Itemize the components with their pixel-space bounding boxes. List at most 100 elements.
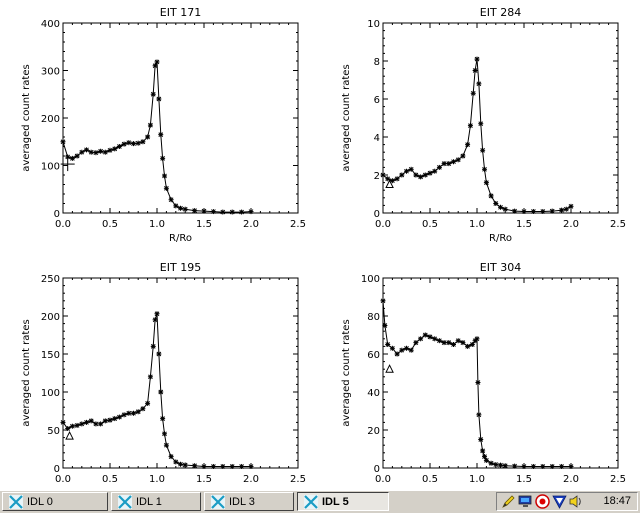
- data-point: [549, 208, 555, 214]
- y-tick-label: 20: [367, 426, 380, 437]
- data-point: [502, 206, 508, 212]
- x-tick-label: 2.0: [243, 219, 259, 230]
- taskbar-button-idl-1[interactable]: IDL 1: [111, 492, 201, 511]
- data-point: [385, 176, 391, 182]
- annotation-cross: [60, 157, 75, 172]
- data-point: [460, 340, 466, 346]
- data-point: [135, 140, 141, 146]
- data-point: [160, 416, 166, 422]
- data-point: [436, 164, 442, 170]
- data-point: [79, 421, 85, 427]
- data-point: [399, 347, 405, 353]
- y-axis-label: averaged count rates: [21, 319, 32, 426]
- data-point: [131, 141, 136, 147]
- pencil-icon[interactable]: [501, 494, 516, 509]
- data-point: [493, 462, 499, 468]
- y-tick-label: 8: [374, 57, 380, 68]
- y-tick-label: 60: [367, 350, 380, 361]
- data-point: [65, 425, 71, 431]
- x-tick-label: 1.5: [516, 219, 532, 230]
- data-point: [521, 208, 527, 214]
- data-point: [460, 153, 466, 159]
- data-point: [210, 209, 216, 215]
- data-point: [131, 410, 136, 416]
- chart-panel: EIT 195 0.0 0.5 1.0 1.5 2.0 2.5 0 50 100 150 200 250…: [21, 261, 306, 485]
- taskbar-button-idl-3[interactable]: IDL 3: [204, 492, 294, 511]
- x-tick-label: 1.0: [149, 219, 165, 230]
- data-point: [152, 63, 158, 69]
- data-point: [530, 463, 536, 469]
- data-point: [451, 159, 456, 165]
- y-tick-label: 50: [47, 426, 60, 437]
- data-point: [441, 161, 447, 167]
- data-point: [408, 347, 414, 353]
- chart-panel: EIT 304 0.0 0.5 1.0 1.5 2.0 2.5 0 20 40 60 80 100 ave…: [341, 261, 626, 485]
- chart-panel: EIT 171 0.0 0.5 1.0 1.5 2.0 2.5 0 100 200 300 400 R/…: [21, 6, 306, 244]
- data-point: [135, 409, 141, 415]
- x-tick-label: 2.0: [243, 474, 259, 485]
- volume-icon[interactable]: [568, 494, 583, 509]
- y-tick-label: 40: [367, 388, 380, 399]
- plot-frame: [382, 277, 619, 469]
- chart-title: EIT 284: [480, 6, 521, 19]
- data-point: [432, 336, 438, 342]
- data-point: [239, 463, 245, 469]
- data-point: [239, 209, 245, 215]
- data-point: [512, 463, 518, 469]
- taskbar-button-label: IDL 1: [136, 495, 162, 508]
- data-point: [480, 448, 486, 454]
- data-point: [498, 462, 503, 468]
- y-axis-label: averaged count rates: [341, 64, 352, 171]
- taskbar-button-label: IDL 0: [27, 495, 53, 508]
- data-point: [427, 334, 433, 340]
- data-point: [389, 345, 395, 351]
- data-point: [476, 412, 482, 418]
- plot-frame: [62, 277, 299, 469]
- shield-icon[interactable]: [552, 494, 567, 509]
- data-point: [98, 421, 104, 427]
- y-tick-label: 10: [367, 19, 380, 30]
- chart-panel: EIT 284 0.0 0.5 1.0 1.5 2.0 2.5 0 2 4 6 8 10 R/Ro aver…: [341, 6, 626, 244]
- data-point: [559, 207, 565, 213]
- taskbar-button-idl-0[interactable]: IDL 0: [2, 492, 108, 511]
- data-point: [163, 442, 169, 448]
- idl-icon: [211, 494, 225, 509]
- data-point: [93, 150, 99, 156]
- data-line: [62, 313, 251, 467]
- data-point: [147, 374, 153, 380]
- taskbar-button-label: IDL 5: [322, 495, 349, 508]
- y-axis-label: averaged count rates: [341, 319, 352, 426]
- x-tick-label: 2.0: [563, 219, 579, 230]
- data-point: [380, 298, 386, 304]
- taskbar-button-idl-5[interactable]: IDL 5: [297, 492, 389, 511]
- y-tick-label: 400: [41, 19, 60, 30]
- annotation-triangle: [65, 430, 74, 440]
- y-tick-label: 2: [374, 171, 380, 182]
- data-point: [474, 56, 480, 62]
- data-point: [455, 157, 461, 163]
- data-point: [446, 161, 452, 167]
- data-point: [192, 463, 198, 469]
- x-tick-label: 1.5: [516, 474, 532, 485]
- x-tick-label: 0.5: [422, 474, 438, 485]
- record-icon[interactable]: [535, 494, 550, 509]
- data-point: [568, 463, 574, 469]
- data-point: [408, 166, 414, 172]
- data-point: [69, 155, 75, 161]
- data-point: [163, 185, 169, 191]
- data-point: [150, 343, 156, 349]
- data-point: [116, 144, 122, 149]
- data-point: [475, 380, 481, 385]
- data-point: [427, 170, 433, 176]
- data-point: [126, 140, 132, 146]
- monitor-icon[interactable]: [518, 494, 533, 509]
- data-point: [178, 461, 183, 467]
- x-tick-label: 1.0: [469, 474, 485, 485]
- data-point: [154, 59, 160, 65]
- data-point: [465, 142, 471, 148]
- taskbar: IDL 0 IDL 1 IDL 3 IDL 5: [0, 489, 640, 513]
- y-tick-label: 200: [41, 312, 60, 323]
- data-point: [182, 462, 188, 468]
- data-point: [84, 147, 89, 153]
- x-tick-label: 0.0: [55, 474, 71, 485]
